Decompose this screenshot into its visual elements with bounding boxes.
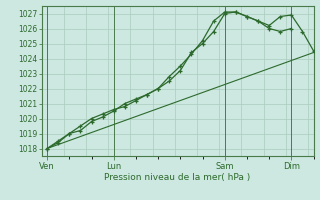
X-axis label: Pression niveau de la mer( hPa ): Pression niveau de la mer( hPa ): [104, 173, 251, 182]
